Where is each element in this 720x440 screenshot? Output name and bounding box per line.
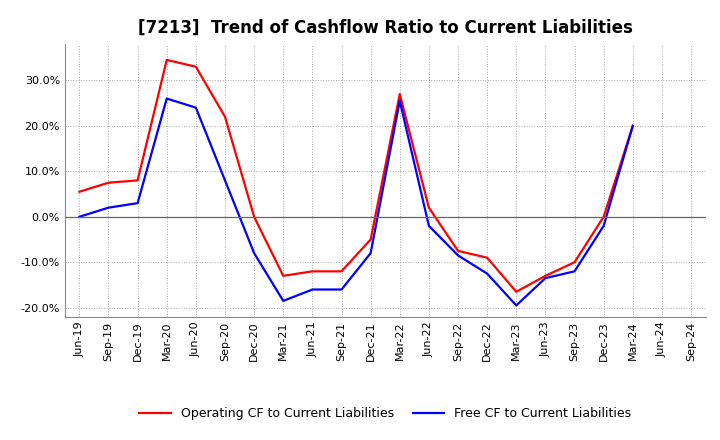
Operating CF to Current Liabilities bbox=[599, 214, 608, 220]
Free CF to Current Liabilities bbox=[366, 250, 375, 256]
Free CF to Current Liabilities bbox=[192, 105, 200, 110]
Free CF to Current Liabilities bbox=[308, 287, 317, 292]
Operating CF to Current Liabilities bbox=[512, 289, 521, 294]
Operating CF to Current Liabilities bbox=[133, 178, 142, 183]
Free CF to Current Liabilities bbox=[512, 303, 521, 308]
Free CF to Current Liabilities bbox=[163, 96, 171, 101]
Operating CF to Current Liabilities bbox=[163, 57, 171, 62]
Operating CF to Current Liabilities bbox=[308, 269, 317, 274]
Operating CF to Current Liabilities bbox=[104, 180, 113, 185]
Free CF to Current Liabilities bbox=[629, 123, 637, 128]
Operating CF to Current Liabilities bbox=[337, 269, 346, 274]
Operating CF to Current Liabilities bbox=[629, 123, 637, 128]
Operating CF to Current Liabilities bbox=[366, 237, 375, 242]
Operating CF to Current Liabilities bbox=[279, 273, 287, 279]
Operating CF to Current Liabilities bbox=[250, 214, 258, 220]
Free CF to Current Liabilities bbox=[75, 214, 84, 220]
Operating CF to Current Liabilities bbox=[541, 273, 550, 279]
Operating CF to Current Liabilities bbox=[570, 260, 579, 265]
Free CF to Current Liabilities bbox=[395, 98, 404, 103]
Free CF to Current Liabilities bbox=[250, 250, 258, 256]
Free CF to Current Liabilities bbox=[599, 223, 608, 228]
Operating CF to Current Liabilities bbox=[425, 205, 433, 210]
Legend: Operating CF to Current Liabilities, Free CF to Current Liabilities: Operating CF to Current Liabilities, Fre… bbox=[135, 402, 636, 425]
Free CF to Current Liabilities bbox=[425, 223, 433, 228]
Operating CF to Current Liabilities bbox=[220, 114, 229, 119]
Free CF to Current Liabilities bbox=[279, 298, 287, 304]
Free CF to Current Liabilities bbox=[104, 205, 113, 210]
Operating CF to Current Liabilities bbox=[395, 92, 404, 97]
Operating CF to Current Liabilities bbox=[454, 248, 462, 253]
Free CF to Current Liabilities bbox=[570, 269, 579, 274]
Line: Operating CF to Current Liabilities: Operating CF to Current Liabilities bbox=[79, 60, 633, 292]
Free CF to Current Liabilities bbox=[220, 178, 229, 183]
Operating CF to Current Liabilities bbox=[483, 255, 492, 260]
Operating CF to Current Liabilities bbox=[75, 189, 84, 194]
Line: Free CF to Current Liabilities: Free CF to Current Liabilities bbox=[79, 99, 633, 305]
Free CF to Current Liabilities bbox=[483, 271, 492, 276]
Free CF to Current Liabilities bbox=[541, 275, 550, 281]
Free CF to Current Liabilities bbox=[337, 287, 346, 292]
Free CF to Current Liabilities bbox=[133, 201, 142, 206]
Title: [7213]  Trend of Cashflow Ratio to Current Liabilities: [7213] Trend of Cashflow Ratio to Curren… bbox=[138, 19, 633, 37]
Operating CF to Current Liabilities bbox=[192, 64, 200, 70]
Free CF to Current Liabilities bbox=[454, 253, 462, 258]
